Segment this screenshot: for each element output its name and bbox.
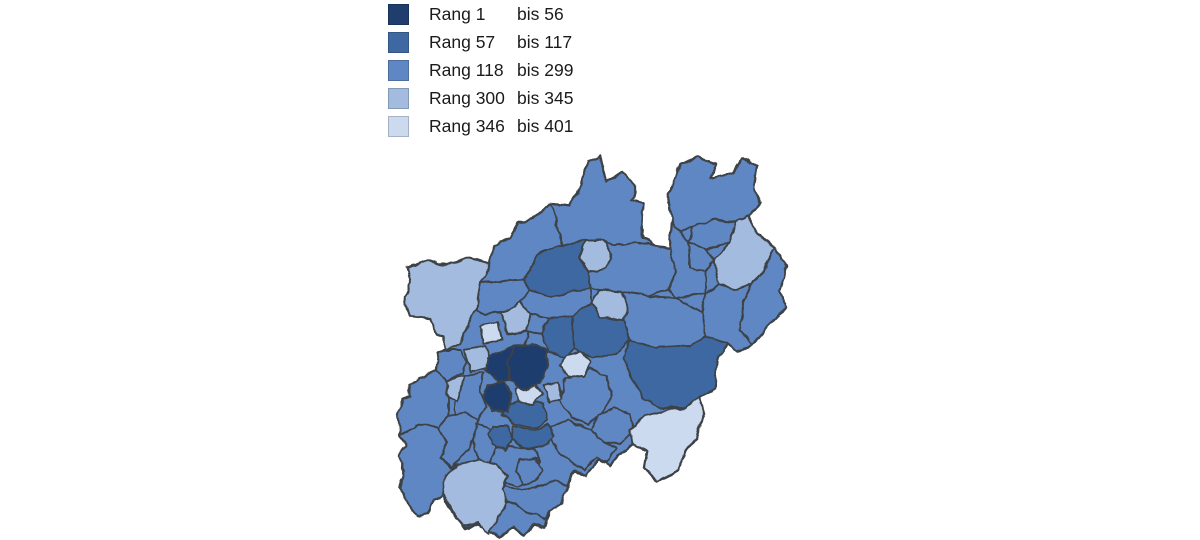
- map-region-hamm: [591, 289, 629, 321]
- map-region-oberberg: [547, 419, 617, 471]
- map-region-hagen: [559, 351, 591, 378]
- legend-rang-text: Rang 346: [429, 116, 505, 136]
- map-region-hochsauerland: [623, 335, 729, 409]
- legend: Rang 1 bis 56 Rang 57 bis 117 Rang 118 bis 29…: [388, 4, 573, 144]
- map-region-heinsberg: [397, 370, 449, 435]
- legend-bis-text: bis 345: [517, 88, 574, 108]
- map-region-guetersloh: [667, 221, 707, 299]
- map-region-dueren: [437, 411, 479, 469]
- map-layer: [396, 154, 789, 539]
- map-region-bonn: [515, 457, 543, 485]
- map-region-duisburg: [481, 381, 513, 413]
- map-region-oberhausen: [485, 345, 516, 383]
- legend-item-4: Rang 300 bis 345: [388, 88, 573, 109]
- legend-rang-text: Rang 1: [429, 4, 486, 24]
- map-region-moers: [479, 321, 503, 345]
- legend-item-5: Rang 346 bis 401: [388, 116, 573, 137]
- legend-label-3: Rang 118 bis 299: [429, 60, 573, 81]
- map-region-lippe: [713, 215, 775, 291]
- legend-item-3: Rang 118 bis 299: [388, 60, 573, 81]
- map-region-solingen: [487, 425, 513, 451]
- legend-swatch-5: [388, 116, 409, 137]
- map-region-steinfurt: [551, 155, 656, 247]
- legend-rang-text: Rang 57: [429, 32, 496, 52]
- map-region-moenchengladbach: [445, 375, 465, 403]
- legend-swatch-2: [388, 32, 409, 53]
- map-region-muenster: [578, 239, 612, 273]
- legend-item-2: Rang 57 bis 117: [388, 32, 573, 53]
- legend-bis-text: bis 117: [517, 32, 573, 52]
- map-region-siegen-wittgenstein: [629, 395, 705, 483]
- legend-label-5: Rang 346 bis 401: [429, 116, 573, 137]
- legend-rang-text: Rang 118: [429, 60, 504, 80]
- legend-bis-text: bis 299: [517, 60, 574, 80]
- map-region-euskirchen: [441, 459, 509, 535]
- legend-bis-text: bis 401: [517, 116, 574, 136]
- map-region-remscheid: [511, 423, 555, 449]
- legend-item-1: Rang 1 bis 56: [388, 4, 573, 25]
- map-region-herne: [543, 382, 563, 404]
- legend-swatch-4: [388, 88, 409, 109]
- legend-label-1: Rang 1 bis 56: [429, 4, 564, 25]
- map-region-kleve: [403, 257, 491, 351]
- legend-swatch-3: [388, 60, 409, 81]
- legend-bis-text: bis 56: [517, 4, 564, 24]
- legend-rang-text: Rang 300: [429, 88, 505, 108]
- map-region-gelsenkirchen: [499, 301, 531, 335]
- legend-swatch-1: [388, 4, 409, 25]
- legend-label-4: Rang 300 bis 345: [429, 88, 573, 109]
- legend-label-2: Rang 57 bis 117: [429, 32, 572, 53]
